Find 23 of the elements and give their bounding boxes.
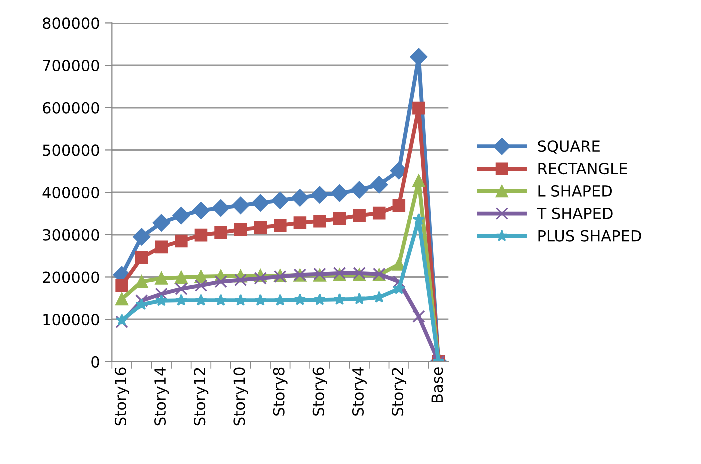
y-tick-label: 100000 [44, 314, 100, 326]
x-tick-label: Base [432, 368, 444, 402]
x-tick-label: Story4 [352, 368, 367, 416]
legend-label: SQUARE [538, 140, 600, 154]
y-tick-label: 700000 [43, 60, 100, 72]
x-tick-label: Story6 [312, 368, 328, 416]
y-tick-label: 400000 [42, 187, 100, 199]
x-tick-label: Story14 [154, 368, 170, 426]
x-tick-label: Story16 [114, 368, 130, 426]
legend-label: RECTANGLE [538, 163, 628, 175]
legend-label: PLUS SHAPED [538, 230, 642, 242]
legend-label: T SHAPED [537, 208, 613, 220]
x-tick-label: Story12 [194, 368, 209, 426]
legend-label: L SHAPED [538, 185, 612, 197]
y-tick-label: 200000 [43, 272, 100, 284]
x-tick-label: Story10 [234, 368, 248, 426]
y-tick-label: 0 [92, 356, 100, 368]
x-tick-label: Story8 [273, 368, 288, 416]
y-tick-label: 800000 [43, 18, 100, 30]
y-tick-label: 500000 [43, 144, 100, 156]
y-tick-label: 300000 [43, 229, 100, 241]
x-tick-label: Story2 [392, 368, 407, 416]
y-tick-label: 600000 [43, 102, 100, 114]
